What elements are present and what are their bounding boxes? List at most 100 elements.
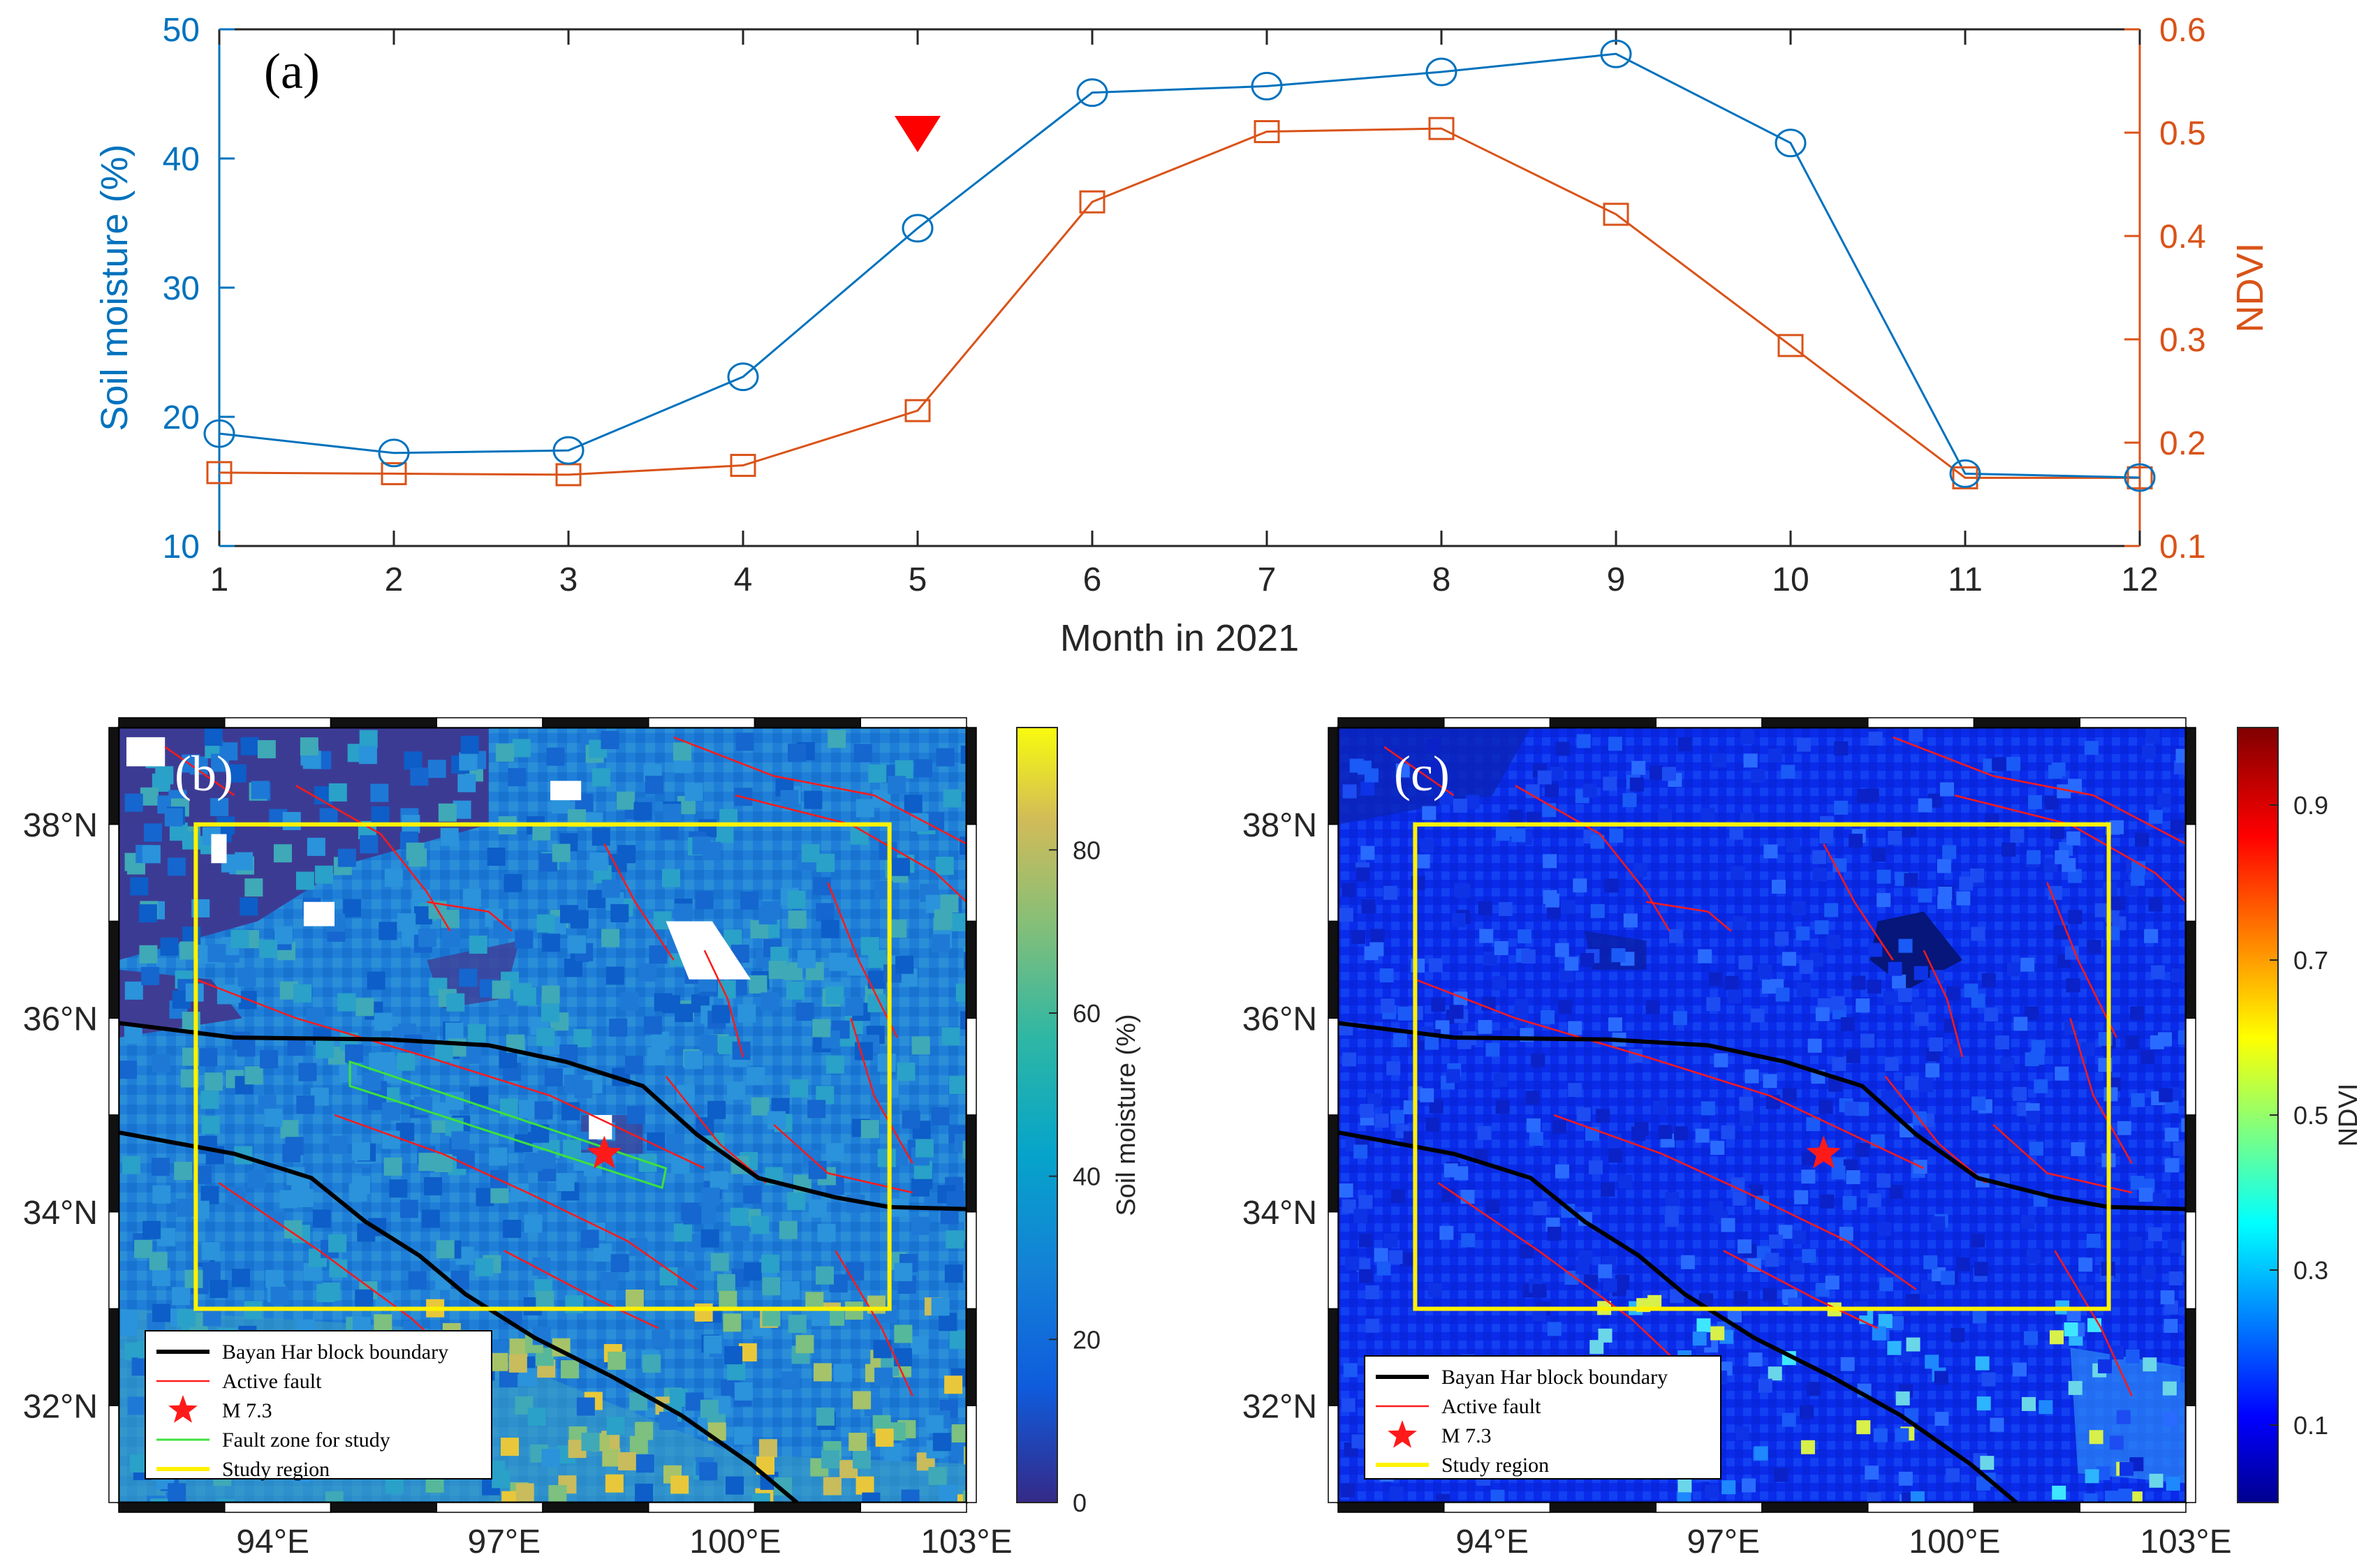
map-pixel (1341, 1483, 1356, 1498)
map-pixel (1913, 966, 1928, 980)
map-pixel (1351, 1434, 1366, 1449)
map-pixel (1397, 1006, 1412, 1021)
map-pixel (1721, 1480, 1736, 1495)
legend-label: Active fault (1441, 1395, 1541, 1418)
map-pixel (358, 746, 377, 765)
map-pixel (130, 877, 149, 896)
panel-label-a: (a) (264, 43, 320, 99)
soil-moisture-point (1775, 128, 1807, 158)
map-pixel (1889, 1315, 1904, 1330)
soil-moisture-point (2124, 463, 2156, 492)
map-pixel (462, 888, 481, 907)
map-pixel (1451, 913, 1466, 927)
map-pixel (2096, 1466, 2110, 1480)
map-pixel (1791, 901, 1806, 915)
map-pixel (2148, 897, 2163, 912)
map-pixel (285, 1137, 304, 1156)
map-pixel (1876, 869, 1891, 884)
map-pixel (1664, 1213, 1679, 1227)
map-pixel (1446, 1069, 1460, 1084)
map-pixel (418, 929, 436, 947)
map-pixel (1981, 973, 1996, 987)
map-pixel (1353, 1144, 1368, 1159)
frame-segment (2079, 1502, 2187, 1513)
map-pixel (2147, 1227, 2162, 1241)
map-pixel (1677, 1479, 1692, 1493)
map-pixel (2085, 1469, 2099, 1484)
map-pixel (490, 1352, 508, 1371)
map-pixel (164, 808, 183, 827)
longitude-tick-label: 97°E (468, 1523, 541, 1557)
map-pixel (122, 1156, 140, 1174)
ndvi-point (1952, 466, 1978, 489)
map-pixel (140, 787, 159, 806)
map-pixel (2089, 1430, 2103, 1445)
map-pixel (556, 1173, 575, 1192)
frame-segment (860, 717, 967, 728)
active-fault-line (334, 1114, 698, 1290)
map-pixel (512, 739, 531, 758)
right-y-tick-label: 0.6 (2159, 12, 2206, 49)
longitude-tick-label: 94°E (1455, 1523, 1529, 1557)
map-pixel (1439, 1225, 1454, 1240)
map-pixel (2029, 1142, 2043, 1156)
map-pixel (962, 1140, 967, 1159)
map-pixel (1887, 1341, 1902, 1355)
map-pixel (620, 991, 639, 1010)
map-pixel (674, 903, 693, 922)
map-pixel (663, 804, 682, 822)
map-pixel (1876, 893, 1891, 908)
map-pixel (1865, 1466, 1879, 1480)
map-pixel (534, 1101, 553, 1120)
map-pixel (436, 1240, 455, 1259)
map-pixel (489, 1147, 508, 1166)
map-pixel (951, 1442, 967, 1461)
map-pixel (1533, 1201, 1548, 1216)
colorbar-tick-label: 0 (1073, 1489, 1087, 1517)
map-pixel (337, 848, 356, 867)
map-pixel (1608, 1133, 1622, 1148)
map-pixel (645, 776, 663, 795)
map-pixel (177, 1308, 196, 1327)
map-pixel (279, 1190, 298, 1209)
map-pixel (434, 1042, 453, 1061)
map-pixel (1525, 784, 1540, 799)
map-pixel (1750, 1008, 1765, 1023)
map-pixel (816, 853, 835, 872)
map-pixel (726, 1476, 744, 1495)
map-pixel (2135, 832, 2150, 847)
map-pixel (1923, 1255, 1938, 1269)
map-pixel (1356, 1258, 1371, 1273)
map-pixel (2055, 1066, 2069, 1081)
map-pixel (1431, 997, 1446, 1012)
active-fault-line (295, 785, 451, 932)
map-pixel (730, 1207, 749, 1226)
bayan-har-boundary-line (1338, 1021, 2186, 1211)
x-tick-label: 3 (559, 561, 578, 598)
soil-moisture-point (727, 362, 759, 392)
map-pixel (795, 1003, 814, 1021)
ndvi-point (381, 462, 407, 485)
map-pixel (210, 1280, 228, 1299)
map-pixel (1878, 1314, 1893, 1329)
map-pixel (960, 836, 967, 855)
colorbar-tick-label: 0.5 (2293, 1101, 2328, 1130)
map-pixel (2157, 793, 2171, 808)
map-pixel (362, 1072, 381, 1091)
map-pixel (700, 1229, 719, 1248)
soil-moisture-point (1425, 57, 1457, 87)
map-pixel (1868, 731, 1883, 746)
map-pixel (1525, 1091, 1540, 1105)
map-pixel (1381, 998, 1395, 1013)
map-pixel (2049, 1330, 2064, 1345)
map-pixel (397, 913, 416, 932)
map-pixel (606, 1417, 625, 1436)
map-pixel (2083, 1493, 2098, 1503)
map-pixel (2141, 1265, 2156, 1280)
map-pixel (2045, 795, 2059, 810)
map-pixel (2167, 1239, 2182, 1253)
legend-label: Active fault (222, 1370, 322, 1393)
map-pixel (244, 878, 263, 897)
x-tick-label: 2 (385, 561, 404, 598)
map-pixel (2120, 1461, 2134, 1476)
